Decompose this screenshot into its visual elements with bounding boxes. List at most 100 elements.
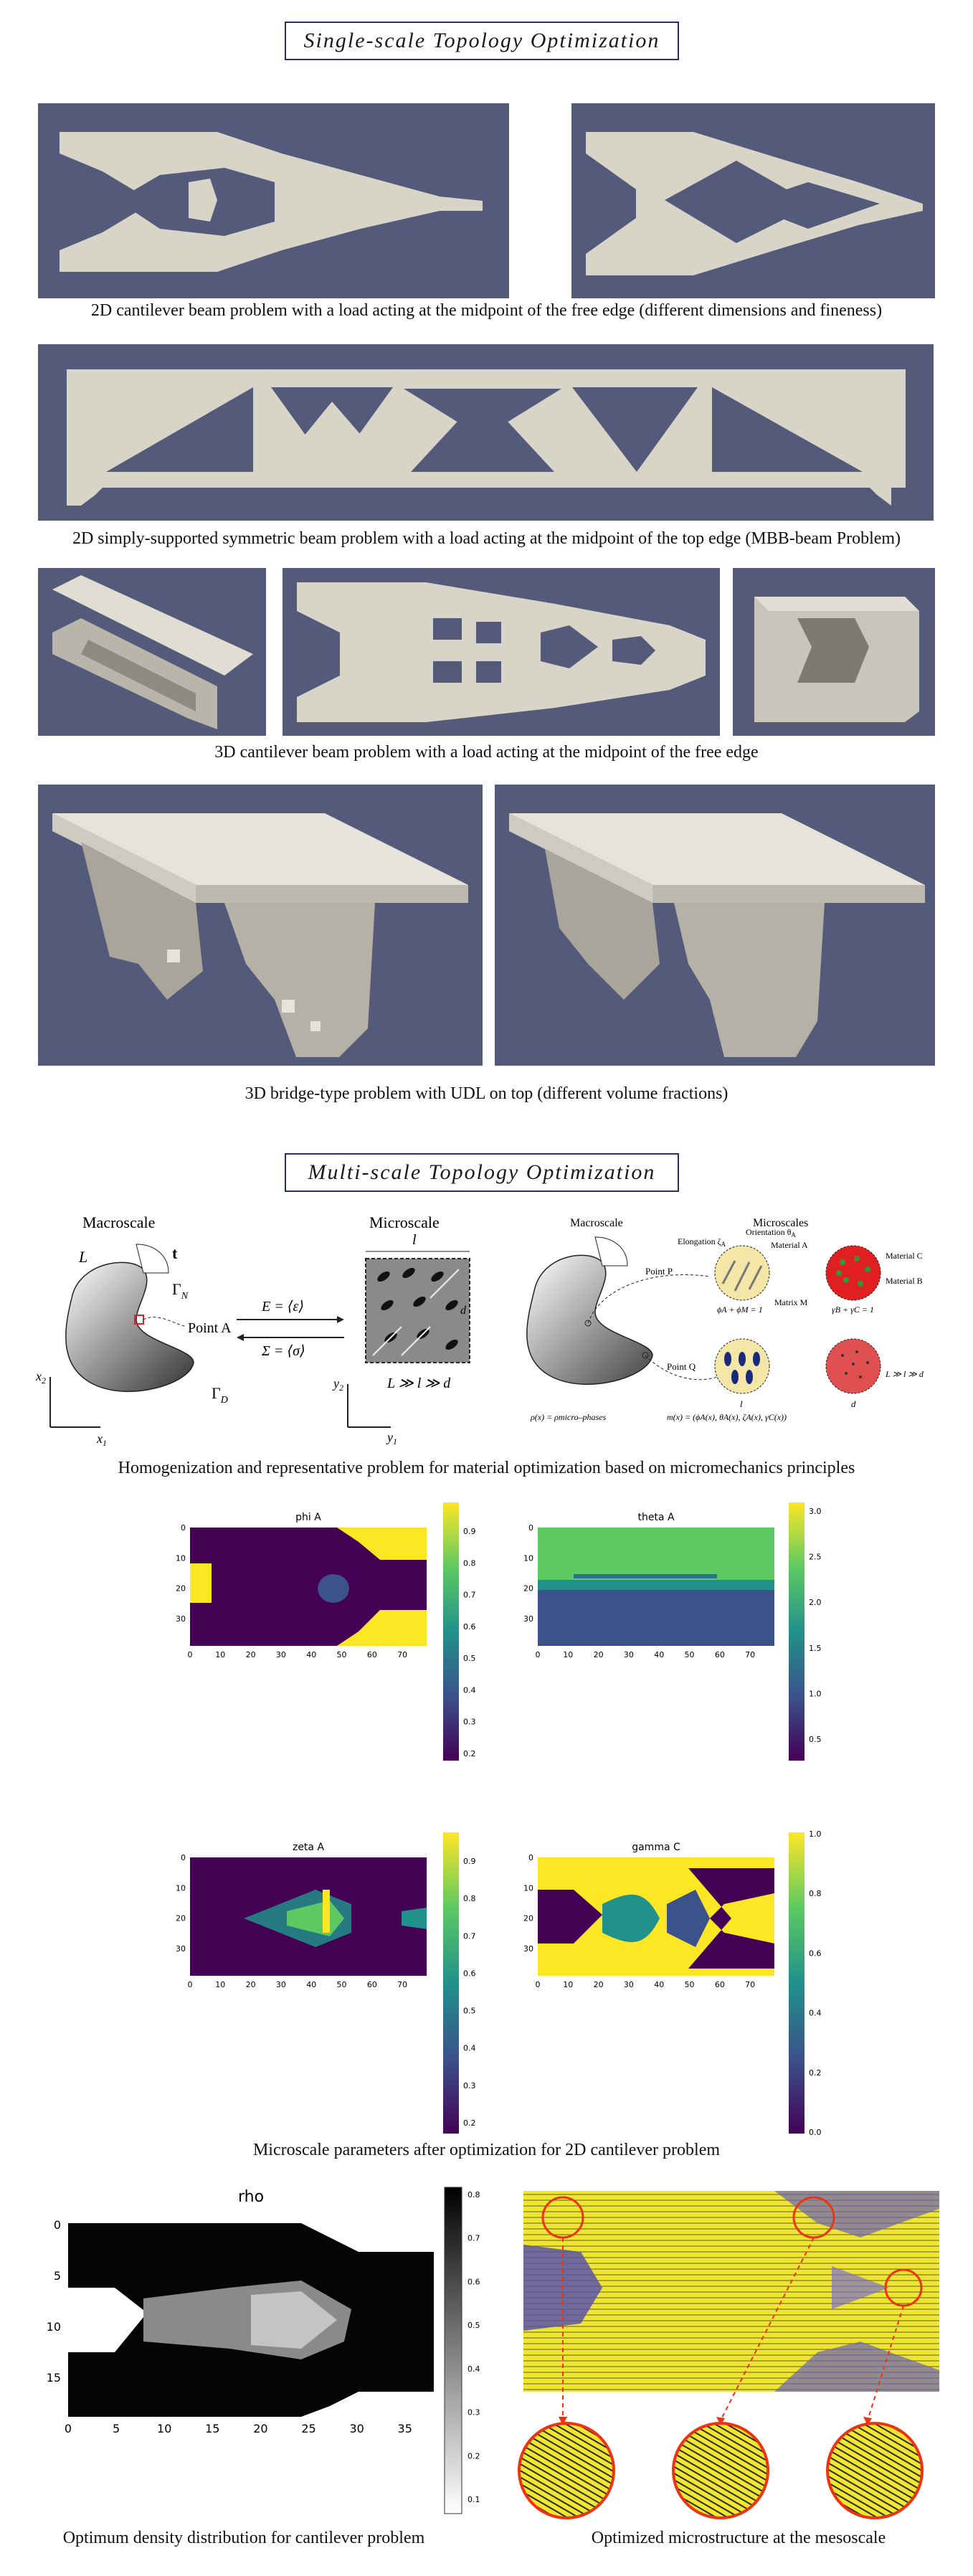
x-tick-label: 40 (306, 1650, 316, 1659)
colorbar-tick-label: 0.2 (467, 2451, 480, 2461)
x1-label: x1 (96, 1431, 107, 1448)
gamma-sum-label: γB + γC = 1 (832, 1304, 874, 1315)
l2-label: l (740, 1398, 743, 1409)
x-tick-label: 0 (65, 2422, 72, 2435)
y-tick-label: 20 (176, 1584, 186, 1594)
colorbar-tick-label: 0.5 (467, 2321, 480, 2330)
homogenization-diagram: Macroscale L t ΓN Point A ΓD x2 x1 E = ⟨… (29, 1205, 954, 1449)
y-tick-label: 20 (176, 1914, 186, 1923)
colorbar-tick-label: 0.3 (463, 2081, 476, 2090)
colorbar-tick-label: 0.2 (463, 1749, 476, 1758)
x-tick-label: 50 (685, 1980, 695, 1989)
x-tick-label: 20 (246, 1650, 256, 1659)
colorbar-tick-label: 0.6 (463, 1969, 476, 1978)
point-a-label: Point A (188, 1320, 232, 1336)
y-tick-label: 10 (523, 1883, 533, 1893)
y-tick-label: 0 (181, 1523, 186, 1533)
colorbar-tick-label: 0.6 (467, 2277, 480, 2286)
multi-scale-title: Multi-scale Topology Optimization (285, 1153, 679, 1192)
y-tick-label: 30 (523, 1614, 533, 1624)
colorbar-tick-label: 0.5 (463, 1654, 476, 1663)
y-tick-label: 0 (528, 1523, 533, 1533)
gamma-c-xticks: 0 10 20 30 40 50 60 70 (536, 1980, 756, 1989)
colorbar-tick-label: 1.0 (809, 1829, 822, 1839)
cantilever-3d-panel-2 (283, 568, 720, 736)
x-tick-label: 40 (306, 1980, 316, 1989)
theta-a-title: theta A (637, 1512, 674, 1523)
macroscale-label: Macroscale (82, 1213, 155, 1231)
rho-title: rho (238, 2188, 264, 2206)
x-tick-label: 30 (276, 1980, 286, 1989)
gamma-d-label: ΓD (212, 1384, 228, 1406)
gamma-c-cbar-ticks: 1.0 0.8 0.6 0.4 0.2 0.0 (809, 1829, 822, 2137)
y1-label: y1 (386, 1430, 397, 1446)
caption-homogenization: Homogenization and representative proble… (118, 1459, 855, 1477)
x-tick-label: 35 (398, 2422, 412, 2435)
point-q-label: Point Q (667, 1361, 696, 1372)
x-tick-label: 70 (745, 1980, 755, 1989)
theta-a-xticks: 0 10 20 30 40 50 60 70 (536, 1650, 756, 1659)
x-tick-label: 20 (594, 1650, 604, 1659)
colorbar-tick-label: 0.4 (463, 1685, 476, 1695)
x-tick-label: 20 (246, 1980, 256, 1989)
colorbar-tick-label: 0.1 (467, 2495, 480, 2504)
x-tick-label: 10 (215, 1980, 225, 1989)
x-tick-label: 60 (715, 1980, 725, 1989)
theta-a-cbar-ticks: 3.0 2.5 2.0 1.5 1.0 0.5 (809, 1507, 822, 1744)
x-tick-label: 15 (205, 2422, 219, 2435)
colorbar-tick-label: 1.0 (809, 1689, 822, 1698)
m-equation: m(x) = (ϕA(x), θA(x), ζA(x), γC(x)) (667, 1412, 787, 1422)
scale-relation-2: L ≫ l ≫ d (885, 1369, 924, 1379)
x-tick-label: 10 (563, 1650, 573, 1659)
x-tick-label: 60 (715, 1650, 725, 1659)
phi-sum-label: ϕA + ϕM = 1 (717, 1304, 763, 1315)
colorbar-tick-label: 0.6 (463, 1622, 476, 1632)
y-tick-label: 0 (528, 1853, 533, 1862)
material-c-label: Material C (886, 1251, 923, 1261)
x-tick-label: 25 (301, 2422, 315, 2435)
colorbar-tick-label: 0.6 (809, 1948, 822, 1958)
matrix-m-label: Matrix M (774, 1297, 808, 1307)
colorbar-tick-label: 0.9 (463, 1527, 476, 1536)
cantilever-3d-panel-3 (733, 568, 935, 736)
y2-label: y2 (332, 1376, 343, 1393)
cantilever-2d-panel-right (571, 103, 935, 298)
single-scale-title: Single-scale Topology Optimization (285, 22, 679, 60)
colorbar-tick-label: 0.7 (467, 2234, 480, 2243)
cell-l-label: l (412, 1232, 417, 1248)
scale-relation: L ≫ l ≫ d (386, 1375, 451, 1391)
L-label: L (78, 1248, 87, 1266)
d2-label: d (851, 1398, 856, 1409)
y-tick-label: 30 (176, 1614, 186, 1624)
x-tick-label: 50 (337, 1980, 347, 1989)
x-tick-label: 0 (188, 1650, 193, 1659)
phi-a-cbar-ticks: 0.9 0.8 0.7 0.6 0.5 0.4 0.3 0.2 (463, 1527, 476, 1758)
rho-plot: rho 0 5 10 15 20 25 30 35 0 5 10 15 0.8 0.7 0.6 0.5 0.… (14, 2180, 509, 2517)
colorbar-tick-label: 1.5 (809, 1644, 822, 1653)
gamma-c-title: gamma C (632, 1842, 680, 1853)
microscale-label: Microscale (369, 1213, 440, 1231)
rho-yticks: 0 5 10 15 (47, 2218, 61, 2385)
x-tick-label: 50 (337, 1650, 347, 1659)
y-tick-label: 20 (523, 1584, 533, 1594)
mbb-beam-panel (38, 344, 934, 521)
x-tick-label: 30 (349, 2422, 364, 2435)
heatmap-grid: phi A 0 10 20 30 40 50 60 70 0 10 20 30 0.9 0.8 0.7 0… (143, 1502, 832, 2141)
x-tick-label: 20 (594, 1980, 604, 1989)
x2-label: x2 (35, 1369, 46, 1386)
orientation-label: Orientation θA (746, 1227, 796, 1239)
x-tick-label: 0 (188, 1980, 193, 1989)
y-tick-label: 0 (181, 1853, 186, 1862)
colorbar-tick-label: 0.8 (463, 1558, 476, 1568)
microstructure-figure (516, 2180, 961, 2524)
colorbar-tick-label: 0.5 (809, 1735, 822, 1744)
colorbar-tick-label: 3.0 (809, 1507, 822, 1516)
colorbar-tick-label: 0.0 (809, 2128, 822, 2137)
theta-a-plot: theta A 0 10 20 30 40 50 60 70 0 10 20 30 3.0 2.5 2.… (523, 1502, 822, 1761)
x-tick-label: 10 (215, 1650, 225, 1659)
x-tick-label: 30 (276, 1650, 286, 1659)
y-tick-label: 20 (523, 1914, 533, 1923)
colorbar-tick-label: 0.4 (809, 2009, 822, 2018)
y-tick-label: 10 (176, 1553, 186, 1563)
